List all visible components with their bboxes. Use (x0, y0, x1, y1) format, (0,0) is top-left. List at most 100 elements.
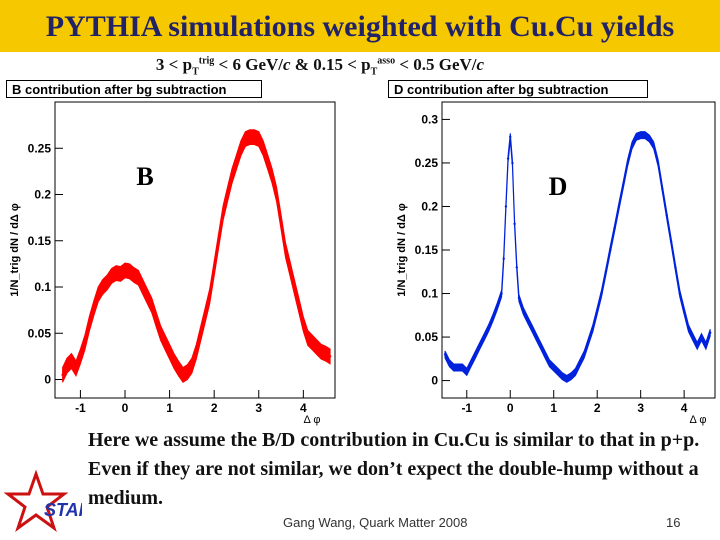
data-point (617, 205, 621, 208)
data-point (221, 211, 225, 215)
data-point (88, 322, 91, 326)
data-point (302, 322, 305, 326)
y-tick-label: 0.15 (415, 243, 439, 257)
data-point (504, 205, 508, 208)
data-point (513, 222, 516, 226)
data-point (279, 221, 283, 224)
data-point (548, 361, 551, 365)
data-point (687, 327, 690, 330)
data-point (587, 340, 590, 343)
data-point (674, 266, 677, 269)
data-point (443, 353, 447, 356)
star-logo: STAR (4, 470, 82, 532)
data-point (578, 361, 582, 365)
data-point (150, 304, 153, 307)
data-point (155, 318, 158, 321)
y-tick-label: 0.05 (415, 330, 439, 344)
data-point (306, 336, 310, 340)
data-point (324, 352, 327, 355)
d-panel-title: D contribution after bg subtraction (388, 80, 648, 98)
data-point (511, 161, 514, 165)
data-point (478, 344, 482, 347)
series-band-B (62, 129, 331, 383)
data-point (652, 144, 655, 147)
b-plot: -1 0 1 2 3 4 0 0.05 0.1 0.15 0.2 0.25 Δ φ 1/N_trig dN… (9, 101, 336, 426)
data-point (700, 335, 703, 339)
data-point (595, 309, 599, 313)
panel-label: B (136, 162, 153, 191)
data-point (526, 318, 529, 321)
data-point (491, 316, 495, 320)
data-point (101, 285, 104, 289)
data-point (212, 267, 216, 270)
data-point (208, 295, 211, 298)
data-point (448, 361, 451, 365)
panel-label: D (549, 172, 568, 201)
data-point (319, 350, 323, 353)
data-point (452, 366, 455, 369)
data-point (574, 370, 577, 374)
data-point (461, 366, 464, 369)
slide-title: PYTHIA simulations weighted with Cu.Cu y… (45, 10, 675, 43)
data-point (609, 248, 612, 252)
data-point (709, 331, 712, 334)
x-tick-label: 0 (507, 401, 514, 415)
data-point (65, 364, 69, 367)
x-tick-label: 2 (594, 401, 601, 415)
x-tick-label: -1 (75, 401, 86, 415)
data-point (141, 285, 145, 289)
data-point (665, 213, 668, 217)
y-tick-label: 0 (44, 373, 51, 387)
data-point (288, 267, 292, 270)
data-point (168, 350, 171, 353)
data-point (496, 305, 499, 308)
data-point (79, 355, 82, 358)
data-point (146, 295, 149, 298)
data-point (235, 160, 238, 164)
data-point (177, 367, 180, 370)
data-point (195, 350, 198, 353)
data-point (244, 137, 247, 141)
x-tick-label: 0 (122, 401, 129, 415)
y-tick-label: 0.25 (415, 156, 439, 170)
data-point (643, 133, 647, 137)
x-tick-label: 1 (550, 401, 557, 415)
data-point (482, 335, 486, 339)
data-point (217, 239, 220, 242)
data-point (630, 144, 634, 147)
data-point (678, 292, 681, 295)
data-point (530, 327, 534, 330)
data-point (543, 353, 547, 356)
data-point (506, 157, 510, 160)
y-tick-label: 0.05 (28, 326, 52, 340)
data-point (591, 327, 595, 330)
data-point (186, 370, 189, 374)
data-point (190, 364, 194, 367)
data-point (262, 147, 265, 150)
data-point (661, 187, 664, 191)
y-tick-label: 0.15 (28, 234, 52, 248)
data-point (622, 183, 625, 186)
data-point (230, 174, 234, 178)
y-axis-label: 1/N_trig dN / dΔ φ (396, 203, 408, 297)
data-point (315, 345, 318, 349)
y-tick-label: 0 (431, 374, 438, 388)
data-point (270, 174, 274, 178)
data-point (522, 309, 525, 313)
data-point (70, 359, 73, 363)
data-point (691, 335, 695, 339)
data-point (535, 335, 538, 339)
data-point (648, 137, 651, 140)
data-point (500, 292, 503, 295)
data-point (257, 137, 260, 141)
x-tick-label: 2 (211, 401, 218, 415)
x-tick-label: 3 (637, 401, 644, 415)
data-point (639, 133, 642, 137)
series-band-D (444, 131, 711, 383)
data-point (704, 344, 708, 347)
data-point (565, 377, 568, 381)
y-tick-label: 0.25 (28, 141, 52, 155)
data-point (137, 276, 140, 279)
data-point (626, 161, 629, 165)
data-point (132, 273, 136, 277)
